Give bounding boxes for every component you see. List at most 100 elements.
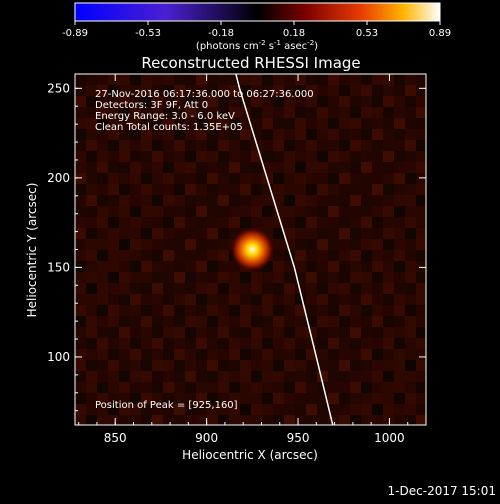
- heatmap-cell: [251, 173, 262, 184]
- heatmap-cell: [372, 96, 383, 107]
- heatmap-cell: [97, 272, 108, 283]
- heatmap-cell: [86, 206, 97, 217]
- annotation-block: 27-Nov-2016 06:17:36.000 to 06:27:36.000…: [95, 89, 314, 133]
- heatmap-cell: [86, 228, 97, 239]
- heatmap-cell: [361, 349, 372, 360]
- heatmap-cell: [284, 316, 295, 327]
- heatmap-cell: [328, 305, 339, 316]
- heatmap-cell: [108, 162, 119, 173]
- heatmap-cell: [130, 217, 141, 228]
- heatmap-cell: [361, 140, 372, 151]
- heatmap-cell: [306, 283, 317, 294]
- heatmap-cell: [361, 239, 372, 250]
- heatmap-cell: [328, 228, 339, 239]
- heatmap-cell: [174, 96, 185, 107]
- heatmap-cell: [130, 393, 141, 404]
- heatmap-cell: [75, 294, 86, 305]
- heatmap-cell: [119, 118, 130, 129]
- heatmap-cell: [251, 96, 262, 107]
- heatmap-cell: [383, 316, 394, 327]
- heatmap-cell: [273, 162, 284, 173]
- heatmap-cell: [383, 250, 394, 261]
- heatmap-cell: [196, 382, 207, 393]
- heatmap-cell: [339, 338, 350, 349]
- heatmap-cell: [119, 195, 130, 206]
- heatmap-cell: [240, 305, 251, 316]
- heatmap-cell: [306, 206, 317, 217]
- heatmap-cell: [295, 382, 306, 393]
- heatmap-cell: [207, 283, 218, 294]
- heatmap-cell: [273, 404, 284, 415]
- heatmap-cell: [130, 283, 141, 294]
- heatmap-cell: [174, 415, 185, 425]
- heatmap-cell: [130, 173, 141, 184]
- heatmap-cell: [75, 338, 86, 349]
- heatmap-cell: [185, 283, 196, 294]
- heatmap-cell: [317, 140, 328, 151]
- heatmap-cell: [119, 85, 130, 96]
- heatmap-cell: [262, 272, 273, 283]
- heatmap-cell: [416, 239, 426, 250]
- heatmap-cell: [97, 74, 108, 85]
- heatmap-cell: [339, 305, 350, 316]
- heatmap-cell: [295, 261, 306, 272]
- heatmap-cell: [372, 129, 383, 140]
- heatmap-cell: [284, 338, 295, 349]
- heatmap-cell: [207, 239, 218, 250]
- heatmap-cell: [119, 184, 130, 195]
- heatmap-cell: [361, 360, 372, 371]
- heatmap-cell: [86, 382, 97, 393]
- heatmap-cell: [383, 217, 394, 228]
- heatmap-cell: [284, 327, 295, 338]
- heatmap-cell: [119, 327, 130, 338]
- heatmap-cell: [295, 393, 306, 404]
- heatmap-cell: [416, 74, 426, 85]
- heatmap-cell: [262, 283, 273, 294]
- heatmap-cell: [130, 140, 141, 151]
- heatmap-cell: [97, 85, 108, 96]
- heatmap-cell: [86, 250, 97, 261]
- heatmap-cell: [218, 283, 229, 294]
- heatmap-cell: [229, 195, 240, 206]
- heatmap-cell: [163, 140, 174, 151]
- heatmap-cell: [86, 162, 97, 173]
- heatmap-cell: [130, 162, 141, 173]
- heatmap-cell: [394, 393, 405, 404]
- heatmap-cell: [262, 217, 273, 228]
- heatmap-cell: [152, 195, 163, 206]
- heatmap-cell: [394, 140, 405, 151]
- heatmap-cell: [317, 272, 328, 283]
- heatmap-cell: [306, 239, 317, 250]
- heatmap-cell: [262, 338, 273, 349]
- heatmap-cell: [108, 327, 119, 338]
- heatmap-cell: [108, 107, 119, 118]
- heatmap-cell: [185, 151, 196, 162]
- colorbar-tick-label: -0.18: [208, 28, 234, 39]
- heatmap-cell: [284, 184, 295, 195]
- heatmap-cell: [108, 228, 119, 239]
- heatmap-cell: [141, 404, 152, 415]
- heatmap-cell: [152, 305, 163, 316]
- heatmap-cell: [262, 327, 273, 338]
- heatmap-cell: [240, 415, 251, 425]
- heatmap-cell: [361, 162, 372, 173]
- heatmap-cell: [229, 360, 240, 371]
- heatmap-cell: [284, 272, 295, 283]
- heatmap-cell: [295, 239, 306, 250]
- heatmap-cell: [350, 173, 361, 184]
- heatmap-cell: [152, 96, 163, 107]
- heatmap-cell: [317, 217, 328, 228]
- heatmap-cell: [108, 404, 119, 415]
- heatmap-cell: [196, 371, 207, 382]
- heatmap-cell: [108, 151, 119, 162]
- heatmap-cell: [383, 371, 394, 382]
- heatmap-cell: [218, 338, 229, 349]
- heatmap-cell: [141, 74, 152, 85]
- heatmap-cell: [273, 316, 284, 327]
- heatmap-cell: [229, 316, 240, 327]
- heatmap-cell: [317, 305, 328, 316]
- heatmap-cell: [383, 118, 394, 129]
- heatmap-cell: [295, 415, 306, 425]
- heatmap-cell: [75, 305, 86, 316]
- heatmap-cell: [273, 250, 284, 261]
